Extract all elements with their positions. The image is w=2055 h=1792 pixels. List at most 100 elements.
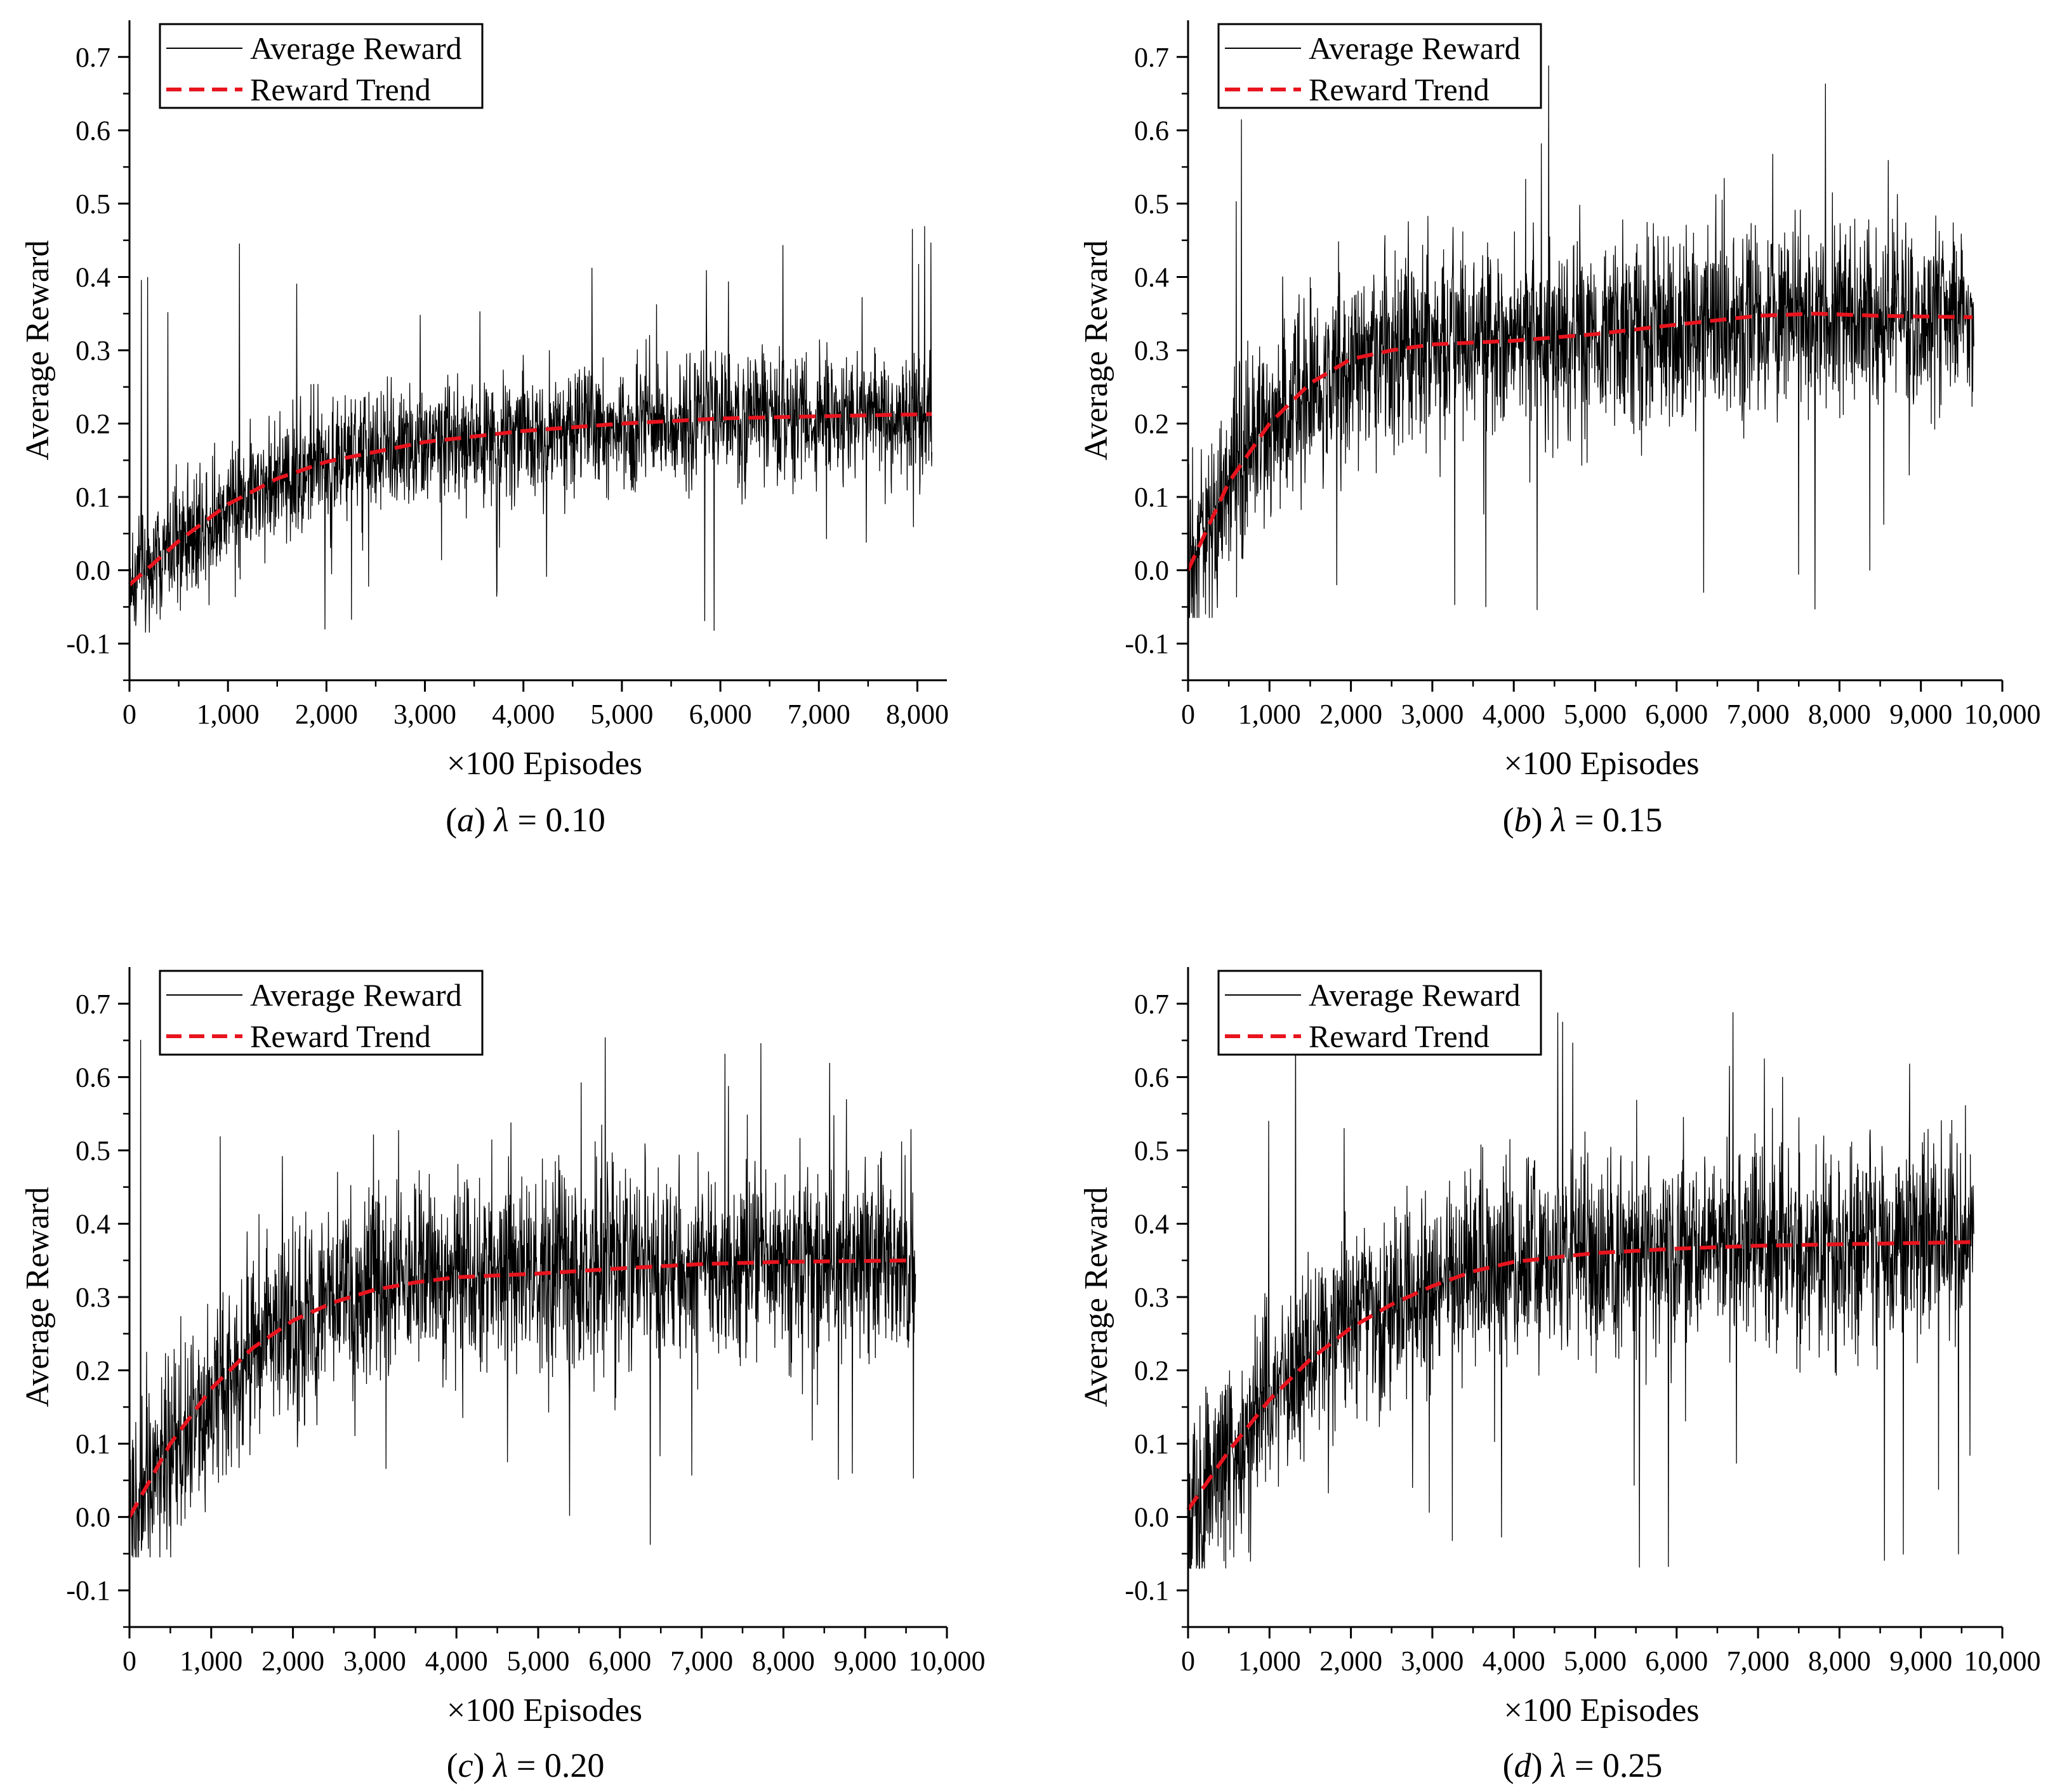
y-tick-label: 0.4: [76, 261, 110, 293]
legend: Average Reward Reward Trend: [159, 970, 484, 1056]
caption-letter: b: [1514, 801, 1531, 839]
caption-open-paren: (: [447, 1746, 458, 1784]
legend-box: [159, 23, 484, 109]
legend-box: [1217, 970, 1542, 1056]
y-tick-label: 0.3: [76, 1282, 110, 1313]
panel-caption: (a) λ = 0.10: [446, 801, 605, 839]
x-tick-label: 3,000: [343, 1645, 406, 1677]
x-tick-label: 9,000: [1889, 699, 1952, 730]
caption-value: [509, 801, 518, 839]
caption-open-paren: (: [1503, 1746, 1514, 1784]
x-tick-label: 5,000: [590, 699, 653, 730]
average-reward-series: [1187, 65, 1974, 618]
x-tick-label: 8,000: [886, 699, 949, 730]
x-tick-label: 10,000: [1964, 1645, 2041, 1677]
y-tick-label: 0.7: [1134, 42, 1169, 73]
x-tick-label: 4,000: [1483, 1645, 1545, 1677]
y-tick-label: 0.2: [1134, 1355, 1169, 1387]
caption-value-text: = 0.25: [1575, 1746, 1662, 1784]
y-tick-label: 0.1: [76, 482, 110, 513]
x-tick-label: 10,000: [1964, 699, 2041, 730]
y-tick-label: 0.0: [1134, 555, 1169, 586]
x-tick-label: 2,000: [261, 1645, 324, 1677]
x-tick-label: 4,000: [492, 699, 555, 730]
y-tick-label: 0.0: [76, 1502, 110, 1533]
x-tick-label: 2,000: [1319, 699, 1382, 730]
y-tick-label: 0.5: [76, 1135, 110, 1166]
x-axis-title: ×100 Episodes: [447, 746, 642, 782]
y-tick-label: 0.6: [76, 1062, 110, 1093]
caption-value: [1566, 801, 1575, 839]
caption-close-paren: ): [473, 1746, 493, 1784]
x-tick-label: 8,000: [1808, 1645, 1871, 1677]
panel-d: -0.1 0.0 0.1 0.2 0.3 0.4 0.5 0.6 0.7 0 1,000 2,000 3…: [1078, 967, 2041, 1784]
caption-lambda: λ: [492, 1746, 508, 1784]
y-axis-title: Average Reward: [1078, 240, 1114, 461]
caption-lambda: λ: [1550, 801, 1566, 839]
y-tick-label: 0.1: [1134, 482, 1169, 513]
caption-value-text: = 0.20: [517, 1746, 604, 1784]
average-reward-series: [129, 226, 933, 633]
caption-close-paren: ): [474, 801, 494, 839]
y-tick-label: 0.4: [1134, 261, 1169, 293]
x-tick-label: 5,000: [1564, 1645, 1627, 1677]
panel-caption: (b) λ = 0.15: [1503, 801, 1663, 839]
x-tick-label: 1,000: [197, 699, 260, 730]
y-tick-label: -0.1: [66, 628, 110, 659]
y-tick-label: 0.0: [76, 555, 110, 586]
y-tick-label: 0.2: [1134, 409, 1169, 440]
average-reward-series: [1187, 1000, 1974, 1569]
y-tick-label: 0.6: [1134, 1062, 1169, 1093]
legend-reward-trend-label: Reward Trend: [250, 72, 431, 107]
x-axis-title: ×100 Episodes: [1503, 746, 1699, 782]
caption-value: [1566, 1746, 1575, 1784]
x-tick-label: 6,000: [689, 699, 752, 730]
x-tick-label: 4,000: [1483, 699, 1545, 730]
y-tick-label: 0.4: [76, 1208, 110, 1239]
y-tick-label: 0.3: [1134, 335, 1169, 366]
x-tick-label: 0: [122, 699, 136, 730]
caption-open-paren: (: [446, 801, 457, 839]
x-tick-label: 8,000: [1808, 699, 1871, 730]
x-tick-label: 3,000: [1401, 1645, 1464, 1677]
y-tick-label: 0.2: [76, 409, 110, 440]
x-tick-label: 7,000: [788, 699, 850, 730]
x-axis-title: ×100 Episodes: [447, 1692, 642, 1729]
x-tick-label: 1,000: [180, 1645, 242, 1677]
reward-trend-line: [1186, 312, 1973, 571]
y-tick-label: 0.3: [1134, 1282, 1169, 1313]
panel-caption: (d) λ = 0.25: [1503, 1746, 1663, 1784]
reward-trend-line: [128, 412, 932, 587]
y-tick-label: 0.2: [76, 1355, 110, 1387]
caption-lambda: λ: [493, 801, 509, 839]
x-axis-title: ×100 Episodes: [1503, 1692, 1699, 1729]
y-tick-label: 0.3: [76, 335, 110, 366]
caption-close-paren: ): [1531, 801, 1551, 839]
legend: Average Reward Reward Trend: [1217, 970, 1542, 1056]
x-tick-label: 0: [122, 1645, 136, 1677]
legend-reward-trend-label: Reward Trend: [1309, 1018, 1490, 1054]
caption-open-paren: (: [1503, 801, 1514, 839]
x-tick-label: 5,000: [507, 1645, 570, 1677]
legend-reward-trend-label: Reward Trend: [250, 1018, 431, 1054]
y-tick-label: 0.7: [1134, 989, 1169, 1020]
x-tick-label: 5,000: [1564, 699, 1627, 730]
caption-lambda: λ: [1550, 1746, 1566, 1784]
legend-average-reward-label: Average Reward: [1309, 977, 1521, 1013]
x-tick-label: 8,000: [752, 1645, 815, 1677]
y-axis-title: Average Reward: [20, 240, 56, 461]
y-tick-label: 0.7: [76, 989, 110, 1020]
y-tick-label: 0.1: [76, 1428, 110, 1459]
caption-close-paren: ): [1531, 1746, 1551, 1784]
caption-letter: d: [1514, 1746, 1532, 1784]
y-tick-label: -0.1: [66, 1575, 110, 1606]
legend-average-reward-label: Average Reward: [1309, 30, 1521, 66]
panel-caption: (c) λ = 0.20: [447, 1746, 605, 1784]
caption-letter: c: [458, 1746, 473, 1784]
reward-trend-line: [1186, 1240, 1972, 1511]
x-tick-label: 6,000: [1645, 1645, 1708, 1677]
y-tick-label: 0.6: [1134, 115, 1169, 146]
caption-value: [508, 1746, 517, 1784]
y-tick-label: 0.4: [1134, 1208, 1169, 1239]
